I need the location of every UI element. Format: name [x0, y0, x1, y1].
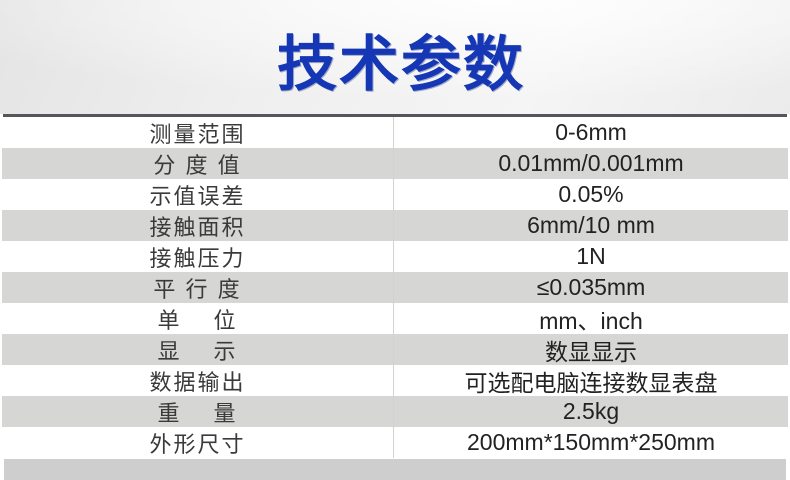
table-row-data-output: 数据输出 可选配电脑连接数显表盘 [2, 365, 788, 396]
table-row-display: 显 示 数显显示 [2, 334, 788, 365]
bottom-strip [4, 459, 786, 480]
spec-value: 0.05% [558, 181, 624, 207]
table-row-contact-pressure: 接触压力 1N [2, 241, 788, 272]
header: 技术参数 [0, 0, 790, 114]
spec-label: 显 示 [2, 334, 394, 365]
spec-label: 分 度 值 [2, 148, 394, 179]
table-row-graduation: 分 度 值 0.01mm/0.001mm [2, 148, 788, 179]
spec-value: mm、inch [539, 307, 643, 334]
spec-label: 示值误差 [2, 179, 394, 210]
spec-table: 测量范围 0-6mm 分 度 值 0.01mm/0.001mm 示值误差 0.0… [2, 117, 788, 458]
table-row-contact-area: 接触面积 6mm/10 mm [2, 210, 788, 241]
spec-value: 200mm*150mm*250mm [467, 429, 715, 455]
spec-label: 接触面积 [2, 210, 394, 241]
spec-value: 0.01mm/0.001mm [498, 150, 684, 176]
spec-label: 接触压力 [2, 241, 394, 272]
spec-value: 6mm/10 mm [527, 212, 655, 238]
spec-value: 1N [576, 243, 606, 269]
spec-label: 外形尺寸 [2, 427, 394, 458]
spec-label: 平 行 度 [2, 272, 394, 303]
spec-value: 2.5kg [562, 398, 620, 424]
header-divider [3, 114, 787, 117]
spec-value: ≤0.035mm [536, 274, 646, 300]
table-row-weight: 重 量 2.5kg [2, 396, 788, 427]
page-title: 技术参数 [277, 31, 525, 98]
spec-value: 数显显示 [545, 338, 637, 365]
table-row-dimensions: 外形尺寸 200mm*150mm*250mm [2, 427, 788, 458]
spec-label: 数据输出 [2, 365, 394, 396]
table-row-unit: 单 位 mm、inch [2, 303, 788, 334]
table-row-indication-error: 示值误差 0.05% [2, 179, 788, 210]
spec-value: 可选配电脑连接数显表盘 [464, 369, 718, 396]
spec-label: 测量范围 [2, 117, 394, 148]
spec-value: 0-6mm [555, 119, 627, 145]
table-row-parallelism: 平 行 度 ≤0.035mm [2, 272, 788, 303]
spec-label: 重 量 [2, 396, 394, 427]
table-row-measure-range: 测量范围 0-6mm [2, 117, 788, 148]
spec-label: 单 位 [2, 303, 394, 334]
